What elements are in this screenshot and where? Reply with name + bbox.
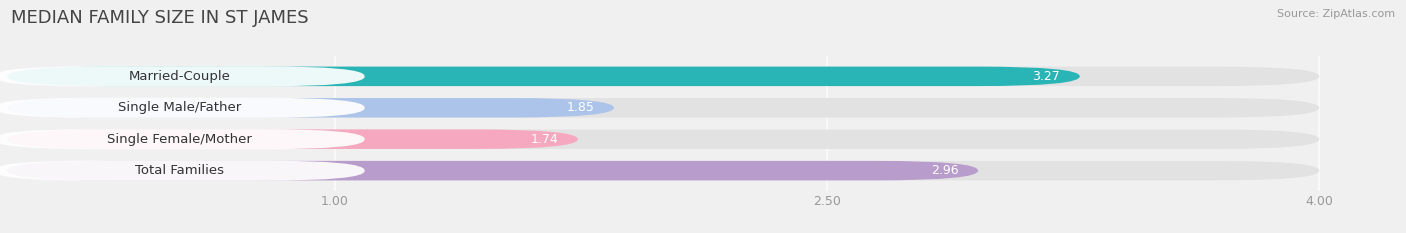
FancyBboxPatch shape <box>7 67 1080 86</box>
FancyBboxPatch shape <box>7 130 578 149</box>
Text: MEDIAN FAMILY SIZE IN ST JAMES: MEDIAN FAMILY SIZE IN ST JAMES <box>11 9 309 27</box>
Text: 1.74: 1.74 <box>530 133 558 146</box>
FancyBboxPatch shape <box>0 129 364 149</box>
FancyBboxPatch shape <box>0 66 364 86</box>
Text: Single Female/Mother: Single Female/Mother <box>107 133 252 146</box>
FancyBboxPatch shape <box>7 98 614 117</box>
FancyBboxPatch shape <box>0 161 364 181</box>
Text: Source: ZipAtlas.com: Source: ZipAtlas.com <box>1277 9 1395 19</box>
Text: 3.27: 3.27 <box>1032 70 1060 83</box>
Text: Single Male/Father: Single Male/Father <box>118 101 240 114</box>
Text: 1.85: 1.85 <box>567 101 595 114</box>
Text: Married-Couple: Married-Couple <box>128 70 231 83</box>
FancyBboxPatch shape <box>7 130 1319 149</box>
FancyBboxPatch shape <box>7 161 1319 180</box>
FancyBboxPatch shape <box>7 98 1319 117</box>
FancyBboxPatch shape <box>7 161 979 180</box>
Text: 2.96: 2.96 <box>931 164 959 177</box>
Text: Total Families: Total Families <box>135 164 224 177</box>
FancyBboxPatch shape <box>0 98 364 118</box>
FancyBboxPatch shape <box>7 67 1319 86</box>
